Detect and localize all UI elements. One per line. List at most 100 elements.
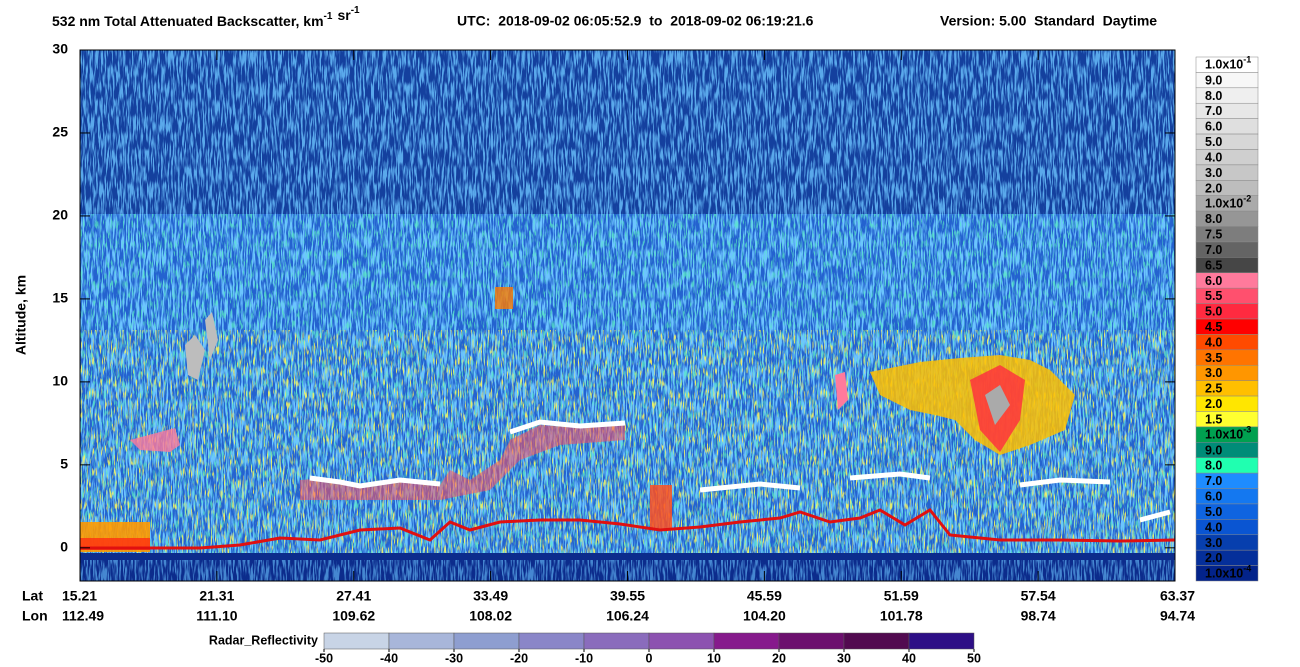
colorbar-label: 3.0: [1205, 166, 1222, 180]
radar-label: Radar_Reflectivity: [209, 633, 318, 647]
colorbar-label: 4.5: [1205, 320, 1222, 334]
title-text: 532 nm Total Attenuated Backscatter, km: [52, 13, 324, 29]
radar-swatch: [908, 632, 975, 650]
colorbar-label: 1.5: [1205, 412, 1222, 426]
radar-tick-label: -50: [315, 651, 333, 665]
lat-tick-label: 39.55: [610, 588, 645, 604]
radar-swatch: [453, 632, 520, 650]
lat-tick-label: 51.59: [884, 588, 919, 604]
y-tick-label: 5: [60, 456, 68, 472]
lon-tick-label: 101.78: [880, 608, 923, 624]
y-tick-label: 20: [52, 207, 68, 223]
lat-tick-label: 15.21: [62, 588, 97, 604]
lon-tick-label: 106.24: [606, 608, 649, 624]
colorbar-label: 7.0: [1205, 104, 1222, 118]
chart-subtitle: UTC: 2018-09-02 06:05:52.9 to 2018-09-02…: [457, 13, 814, 29]
y-tick-label: 30: [52, 41, 68, 57]
colorbar-label: 5.5: [1205, 289, 1222, 303]
colorbar-label: 5.0: [1205, 305, 1222, 319]
colorbar-label: 7.5: [1205, 228, 1222, 242]
lat-tick-label: 33.49: [473, 588, 508, 604]
colorbar-label: 8.0: [1205, 212, 1222, 226]
colorbar-label-mantissa: 1.0x10: [1205, 197, 1243, 211]
lat-tick-label: 57.54: [1021, 588, 1056, 604]
radar-swatch: [713, 632, 780, 650]
colorbar-label-mantissa: 1.0x10: [1205, 428, 1243, 442]
cloud-core: [985, 385, 1010, 425]
colorbar-label: 3.0: [1205, 366, 1222, 380]
cloud: [185, 312, 218, 380]
colorbar-label: 9.0: [1205, 443, 1222, 457]
colorbar-label: 2.0: [1205, 397, 1222, 411]
y-tick-label: 25: [52, 124, 68, 140]
colorbar-label: 8.0: [1205, 89, 1222, 103]
colorbar-label: 5.0: [1205, 135, 1222, 149]
lat-row-label: Lat: [22, 588, 43, 604]
colorbar-label: 6.0: [1205, 490, 1222, 504]
colorbar-label-exponent: -3: [1243, 425, 1251, 435]
title-superscript: -1: [324, 11, 333, 22]
radar-swatch: [388, 632, 455, 650]
title-superscript: -1: [351, 5, 360, 16]
lon-tick-label: 98.74: [1021, 608, 1056, 624]
colorbar-label: 1.0x10-4: [1205, 564, 1251, 581]
radar-swatch: [518, 632, 585, 650]
colorbar-label: 6.0: [1205, 120, 1222, 134]
colorbar-label: 6.0: [1205, 274, 1222, 288]
colorbar-label: 1.0x10-2: [1205, 194, 1251, 211]
radar-tick-label: -10: [575, 651, 593, 665]
curtain-image: [80, 50, 1175, 581]
colorbar-label: 1.0x10-1: [1205, 55, 1251, 72]
version-label: Version: 5.00 Standard Daytime: [940, 13, 1157, 29]
lat-tick-label: 27.41: [336, 588, 371, 604]
aerosol: [650, 485, 672, 530]
radar-swatch: [648, 632, 715, 650]
y-tick-label: 10: [52, 373, 68, 389]
y-tick-label: 15: [52, 290, 68, 306]
colorbar-label: 2.0: [1205, 181, 1222, 195]
colorbar-label-mantissa: 1.0x10: [1205, 58, 1243, 72]
colorbar-label-exponent: -4: [1243, 564, 1251, 574]
lon-tick-label: 94.74: [1160, 608, 1195, 624]
colorbar-label-mantissa: 1.0x10: [1205, 567, 1243, 581]
colorbar-label: 2.5: [1205, 382, 1222, 396]
lon-tick-label: 111.10: [196, 608, 237, 624]
radar-tick-label: 10: [707, 651, 721, 665]
lon-tick-label: 108.02: [469, 608, 512, 624]
radar-tick-label: 40: [902, 651, 916, 665]
radar-tick-label: -40: [380, 651, 398, 665]
radar-tick-label: 0: [646, 651, 653, 665]
radar-tick-label: -20: [510, 651, 528, 665]
radar-swatch: [583, 632, 650, 650]
colorbar-label: 1.0x10-3: [1205, 425, 1251, 442]
cloud: [130, 428, 180, 452]
colorbar-label: 7.0: [1205, 474, 1222, 488]
radar-swatch: [843, 632, 910, 650]
lon-tick-label: 104.20: [743, 608, 786, 624]
radar-swatch: [323, 632, 390, 650]
title-text: sr: [337, 7, 351, 23]
colorbar-label: 3.5: [1205, 351, 1222, 365]
lon-tick-label: 112.49: [62, 608, 104, 624]
colorbar-label: 9.0: [1205, 73, 1222, 87]
colorbar-label: 5.0: [1205, 505, 1222, 519]
lon-tick-label: 109.62: [332, 608, 375, 624]
lat-tick-label: 45.59: [747, 588, 782, 604]
radar-tick-label: 30: [837, 651, 851, 665]
y-tick-label: 0: [60, 539, 68, 555]
colorbar-label-exponent: -2: [1243, 194, 1251, 204]
colorbar-label: 2.0: [1205, 551, 1222, 565]
y-axis-label: Altitude, km: [13, 275, 29, 355]
cloud: [835, 372, 848, 410]
cloud-top: [309, 419, 1171, 523]
radar-tick-label: -30: [445, 651, 463, 665]
colorbar-label: 4.0: [1205, 150, 1222, 164]
lon-row-label: Lon: [22, 608, 48, 624]
colorbar-swatch: [1195, 565, 1259, 582]
colorbar-label: 7.0: [1205, 243, 1222, 257]
radar-tick-label: 20: [772, 651, 786, 665]
cloud: [300, 425, 625, 500]
colorbar-label-exponent: -1: [1243, 55, 1251, 65]
